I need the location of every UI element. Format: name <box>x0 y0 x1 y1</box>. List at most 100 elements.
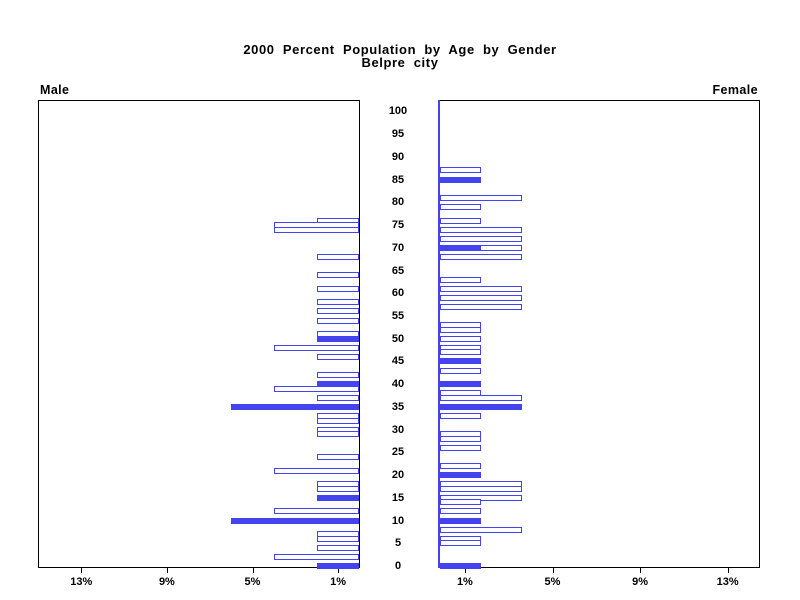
male-bar-age-2 <box>273 553 360 560</box>
female-bar-age-43 <box>439 367 481 374</box>
male-bar-age-10 <box>231 517 360 524</box>
male-bar-age-54 <box>316 317 360 324</box>
male-bar-age-32 <box>316 417 360 424</box>
male-bar-age-39 <box>273 385 360 392</box>
age-axis-label-35: 35 <box>391 400 405 413</box>
female-bar-age-10 <box>439 517 481 524</box>
female-y-axis-line <box>438 100 440 568</box>
female-tick-label-9: 9% <box>632 576 649 588</box>
age-axis-label-20: 20 <box>391 469 405 482</box>
female-bar-age-26 <box>439 444 481 451</box>
male-bar-age-61 <box>316 285 360 292</box>
male-bar-age-35 <box>231 403 360 410</box>
male-tick-label-9: 9% <box>158 576 175 588</box>
age-axis-label-75: 75 <box>391 219 405 232</box>
male-panel-label: Male <box>40 83 70 97</box>
male-bar-age-0 <box>316 563 360 569</box>
male-tick-label-1: 1% <box>330 576 347 588</box>
male-bar-age-74 <box>273 226 360 233</box>
male-bar-age-37 <box>316 394 360 401</box>
female-bar-age-63 <box>439 276 481 283</box>
female-bar-age-15 <box>439 494 522 501</box>
chart-subtitle: Belpre city <box>361 55 439 70</box>
male-tick-mark-1 <box>338 568 340 573</box>
female-bar-age-72 <box>439 235 522 242</box>
age-axis-label-10: 10 <box>391 514 405 527</box>
female-tick-mark-13 <box>727 568 729 573</box>
male-panel-frame <box>38 100 360 568</box>
female-bar-age-76 <box>439 217 481 224</box>
male-bar-age-68 <box>316 253 360 260</box>
male-bar-age-24 <box>316 453 360 460</box>
age-axis-label-0: 0 <box>394 560 402 572</box>
female-bar-age-14 <box>439 499 481 506</box>
female-tick-label-13: 13% <box>716 576 739 588</box>
age-axis-label-65: 65 <box>391 264 405 277</box>
age-axis-label-50: 50 <box>391 332 405 345</box>
male-bar-age-50 <box>316 335 360 342</box>
chart-title: 2000 Percent Population by Age by Gender <box>243 42 557 57</box>
age-axis-label-5: 5 <box>394 537 402 550</box>
female-bar-age-61 <box>439 285 522 292</box>
female-tick-mark-5 <box>552 568 554 573</box>
female-bar-age-79 <box>439 203 481 210</box>
female-bar-age-40 <box>439 381 481 388</box>
male-tick-label-5: 5% <box>244 576 261 588</box>
male-bar-age-29 <box>316 431 360 438</box>
age-axis-label-70: 70 <box>391 241 405 254</box>
age-axis-label-40: 40 <box>391 378 405 391</box>
age-axis-label-90: 90 <box>391 150 405 163</box>
female-tick-mark-9 <box>640 568 642 573</box>
female-bar-age-22 <box>439 462 481 469</box>
age-axis-label-85: 85 <box>391 173 405 186</box>
male-bar-age-56 <box>316 308 360 315</box>
female-tick-label-1: 1% <box>456 576 473 588</box>
male-tick-mark-5 <box>252 568 254 573</box>
age-axis-label-30: 30 <box>391 423 405 436</box>
age-axis-label-45: 45 <box>391 355 405 368</box>
female-bar-age-68 <box>439 253 522 260</box>
female-bar-solid-overlay-age-70 <box>439 244 481 251</box>
male-tick-mark-13 <box>81 568 83 573</box>
female-bar-age-28 <box>439 435 481 442</box>
male-bar-age-17 <box>316 485 360 492</box>
male-bar-age-4 <box>316 544 360 551</box>
age-axis-label-60: 60 <box>391 287 405 300</box>
female-bar-age-52 <box>439 326 481 333</box>
male-bar-age-6 <box>316 535 360 542</box>
female-bar-age-20 <box>439 472 481 479</box>
female-bar-age-85 <box>439 176 481 183</box>
female-bar-age-17 <box>439 485 522 492</box>
female-bar-age-33 <box>439 412 481 419</box>
male-bar-age-58 <box>316 299 360 306</box>
male-tick-mark-9 <box>166 568 168 573</box>
female-bar-age-87 <box>439 167 481 174</box>
male-tick-label-13: 13% <box>70 576 93 588</box>
age-axis-label-15: 15 <box>391 491 405 504</box>
female-bar-age-8 <box>439 526 522 533</box>
female-bar-age-59 <box>439 294 522 301</box>
male-bar-age-42 <box>316 372 360 379</box>
female-bar-age-12 <box>439 508 481 515</box>
age-axis-label-25: 25 <box>391 446 405 459</box>
female-bar-age-47 <box>439 349 481 356</box>
age-axis-label-100: 100 <box>388 105 408 118</box>
female-tick-mark-1 <box>464 568 466 573</box>
male-bar-age-48 <box>273 344 360 351</box>
female-bar-age-74 <box>439 226 522 233</box>
female-bar-age-57 <box>439 303 522 310</box>
female-bar-age-0 <box>439 563 481 569</box>
age-axis-label-95: 95 <box>391 128 405 141</box>
female-tick-label-5: 5% <box>544 576 561 588</box>
female-bar-age-81 <box>439 194 522 201</box>
female-panel-label: Female <box>712 83 758 97</box>
male-bar-age-64 <box>316 272 360 279</box>
female-bar-age-50 <box>439 335 481 342</box>
male-bar-age-21 <box>273 467 360 474</box>
female-bar-age-5 <box>439 540 481 547</box>
female-bar-age-45 <box>439 358 481 365</box>
male-bar-age-12 <box>273 508 360 515</box>
male-bar-age-46 <box>316 353 360 360</box>
female-bar-age-37 <box>439 394 522 401</box>
